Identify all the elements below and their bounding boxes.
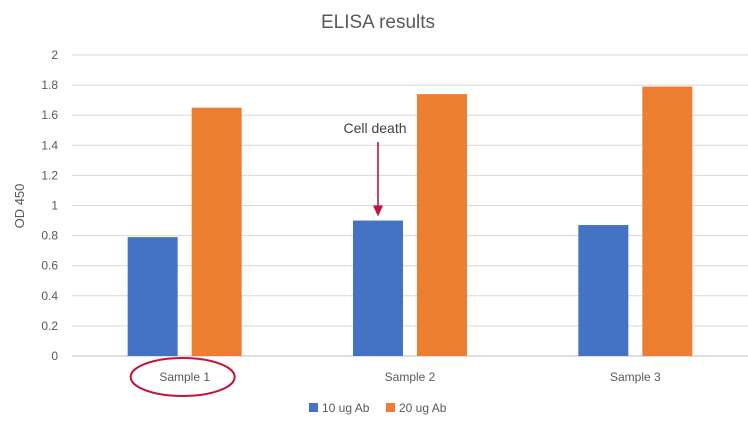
chart-title: ELISA results bbox=[321, 12, 435, 33]
legend-swatch bbox=[386, 403, 395, 412]
y-tick-label: 0.6 bbox=[41, 259, 58, 273]
y-tick-label: 1 bbox=[51, 199, 58, 213]
annotations: Cell death bbox=[129, 120, 407, 397]
legend-label: 20 ug Ab bbox=[399, 401, 447, 415]
bar bbox=[578, 225, 629, 356]
legend-label: 10 ug Ab bbox=[322, 401, 370, 415]
legend: 10 ug Ab 20 ug Ab bbox=[309, 401, 447, 415]
bars bbox=[127, 86, 693, 356]
annotation-label: Cell death bbox=[343, 120, 406, 136]
gridlines bbox=[72, 54, 748, 357]
y-tick-label: 0 bbox=[51, 349, 58, 363]
category-label: Sample 2 bbox=[385, 370, 436, 384]
category-labels: Sample 1 Sample 2 Sample 3 bbox=[159, 370, 661, 384]
y-tick-label: 1.2 bbox=[41, 168, 58, 182]
y-tick-label: 1.8 bbox=[41, 78, 58, 92]
category-label: Sample 1 bbox=[159, 370, 210, 384]
bar bbox=[417, 94, 467, 356]
annotation-arrow-head bbox=[373, 205, 383, 217]
bar bbox=[642, 86, 693, 356]
legend-swatch bbox=[309, 403, 318, 412]
annotation-circle bbox=[129, 357, 236, 397]
bar bbox=[127, 237, 178, 356]
y-tick-label: 1.6 bbox=[41, 108, 58, 122]
bar bbox=[353, 220, 403, 356]
bar bbox=[191, 107, 242, 356]
y-tick-label: 0.8 bbox=[41, 229, 58, 243]
y-tick-label: 2 bbox=[51, 48, 58, 62]
y-tick-label: 1.4 bbox=[41, 138, 58, 152]
y-tick-label: 0.2 bbox=[41, 319, 58, 333]
y-axis-label: OD 450 bbox=[12, 184, 27, 229]
y-tick-labels: 0 0.2 0.4 0.6 0.8 1 1.2 1.4 1.6 1.8 2 bbox=[41, 48, 58, 363]
y-tick-label: 0.4 bbox=[41, 289, 58, 303]
category-label: Sample 3 bbox=[610, 370, 661, 384]
